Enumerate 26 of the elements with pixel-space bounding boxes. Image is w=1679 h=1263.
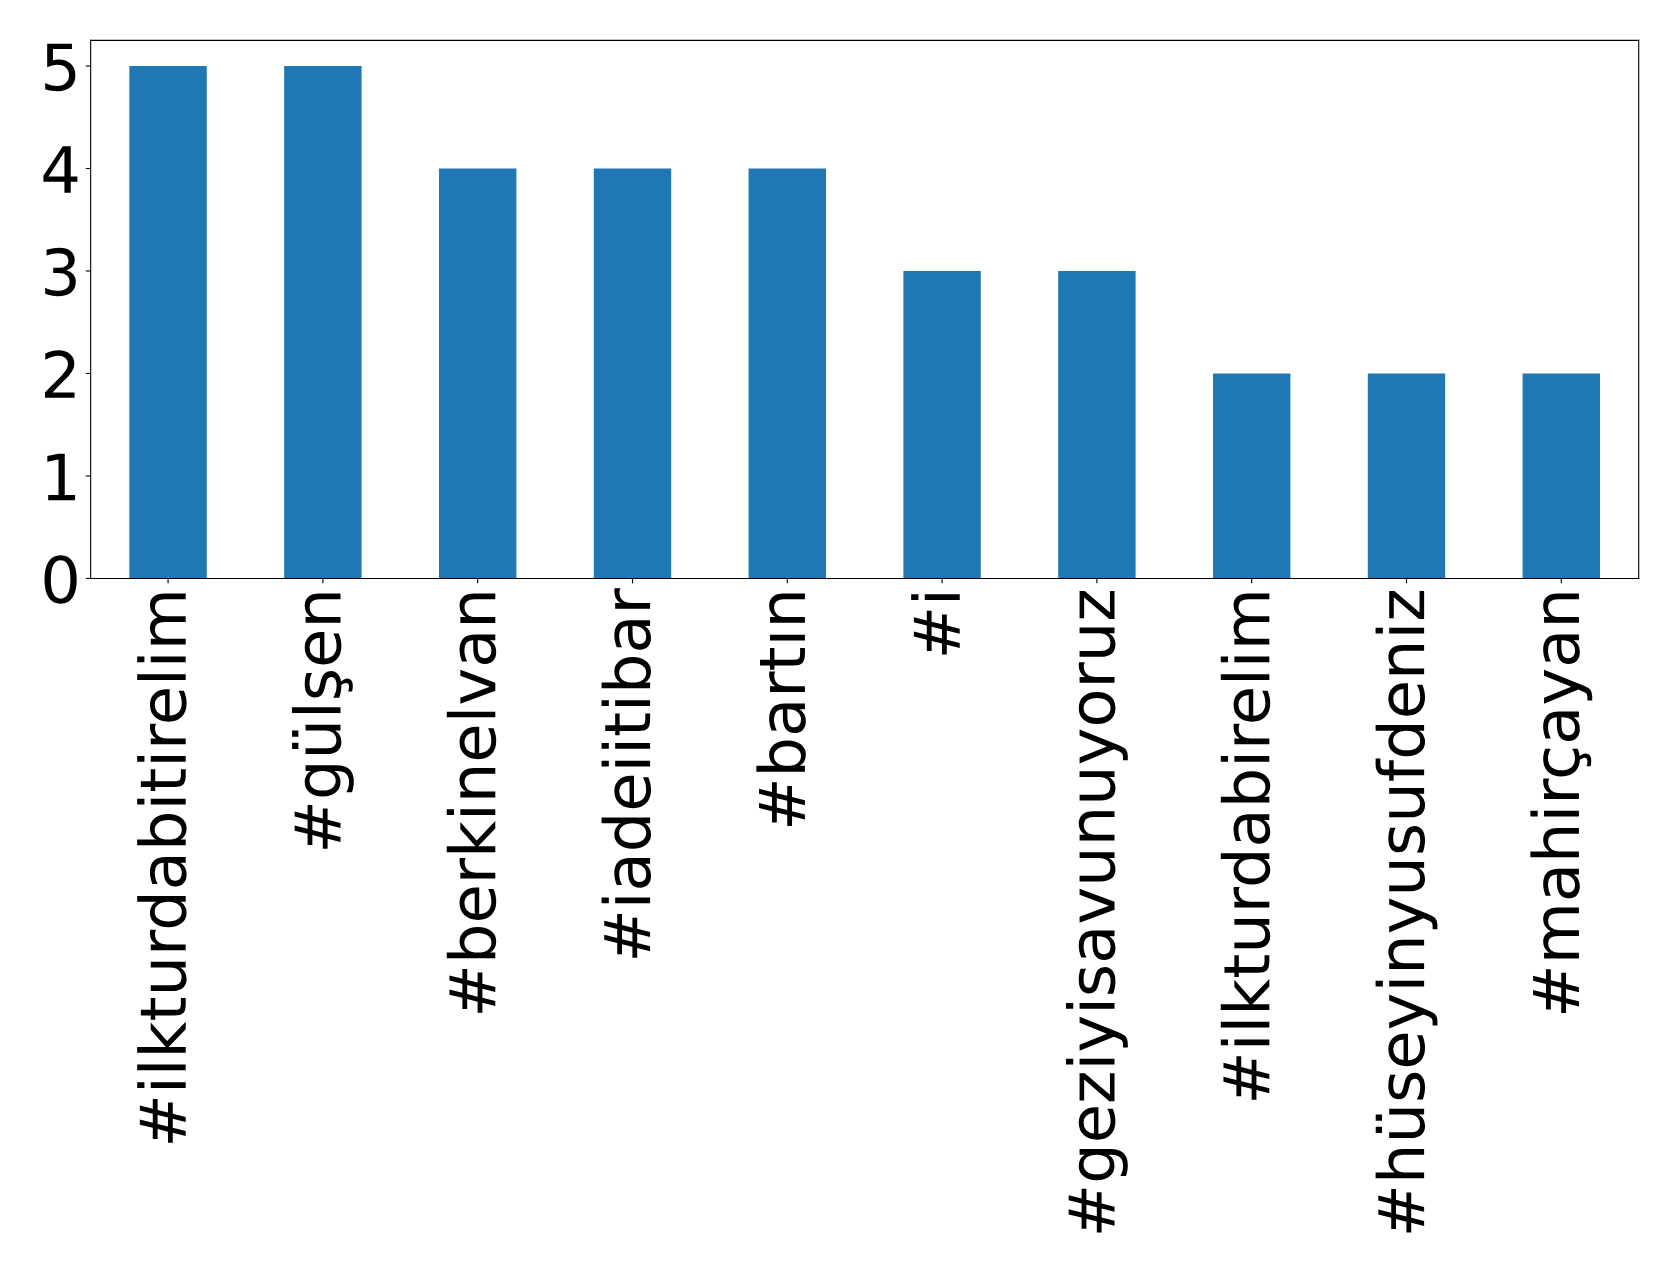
bar	[284, 66, 362, 579]
bar	[1212, 373, 1291, 579]
y-tick-label: 4	[43, 146, 78, 193]
y-tick-label: 2	[44, 350, 75, 398]
bar	[438, 168, 517, 579]
x-tick-label: #geziyisavunuyoruz	[1065, 590, 1128, 1233]
x-tick-label: #iadeiitibar	[601, 588, 652, 958]
bar	[1367, 373, 1446, 579]
x-tick-label: #i	[911, 594, 960, 655]
x-tick-label: #mahirçayan	[1530, 593, 1593, 1013]
bar	[129, 66, 207, 579]
x-tick-label: #berkinelvan	[446, 593, 497, 1013]
y-tick-label: 1	[47, 453, 76, 501]
bar	[593, 168, 672, 579]
y-tick-label: 0	[44, 555, 77, 604]
x-tick-label: #bartın	[756, 593, 806, 827]
bar	[903, 271, 981, 579]
x-tick-label: #ilkturdabirelim	[1220, 593, 1271, 1100]
bar	[1522, 373, 1600, 579]
bar	[748, 168, 826, 579]
x-tick-label: #ilkturdabitirelim	[137, 593, 187, 1143]
y-tick-label: 5	[45, 43, 76, 92]
y-tick-label: 3	[45, 247, 76, 297]
bar	[1058, 271, 1136, 579]
x-tick-label: #gülşen	[291, 593, 354, 849]
x-tick-label: #hüseyinyusufdeniz	[1375, 590, 1438, 1233]
